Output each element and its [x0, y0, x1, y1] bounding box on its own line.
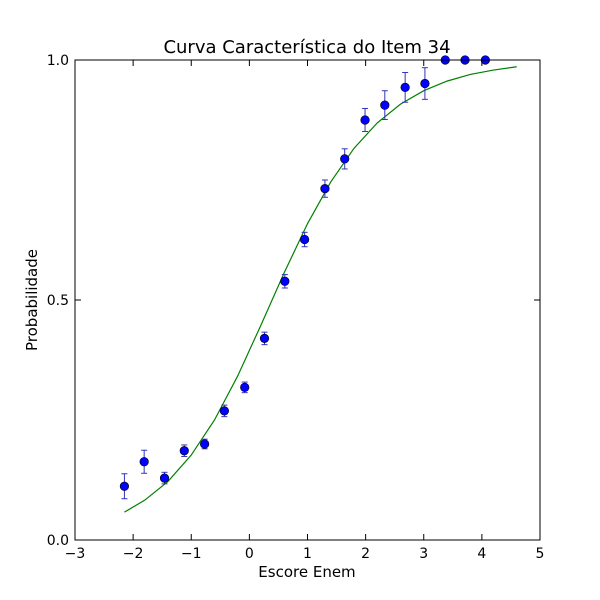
y-axis-label: Probabilidade: [23, 249, 41, 351]
data-point-7: [259, 333, 270, 344]
data-point-5: [219, 406, 229, 416]
x-tick-label-2: −1: [181, 546, 202, 562]
x-tick-label-8: 5: [536, 546, 545, 562]
chart-title: Curva Característica do Item 34: [163, 37, 450, 58]
data-point-6: [240, 382, 250, 392]
x-axis-label: Escore Enem: [258, 563, 355, 581]
y-tick-label-1: 0.5: [47, 293, 69, 309]
x-tick-label-3: 0: [245, 546, 254, 562]
plot-area: [75, 60, 540, 540]
data-point-10: [320, 184, 330, 194]
data-point-8: [280, 276, 290, 286]
data-point-3: [179, 446, 189, 456]
x-tick-label-7: 4: [477, 546, 486, 562]
data-point-15: [420, 78, 430, 89]
y-tick-label-0: 0.0: [47, 533, 69, 549]
data-point-12: [360, 115, 370, 125]
data-point-4: [200, 439, 210, 449]
x-tick-label-6: 3: [419, 546, 428, 562]
x-tick-label-5: 2: [361, 546, 370, 562]
data-point-11: [340, 154, 350, 164]
data-point-14: [400, 82, 410, 92]
data-point-0: [119, 481, 130, 491]
data-point-2: [159, 473, 170, 483]
x-tick-label-0: −3: [65, 546, 86, 562]
data-point-9: [299, 234, 310, 245]
data-point-1: [139, 457, 149, 467]
x-tick-label-1: −2: [123, 546, 144, 562]
axis-ticks: −3 −2 −1 0 1 2 3 4 5 0.0 0.5 1.0: [47, 53, 545, 562]
y-tick-label-2: 1.0: [47, 53, 69, 69]
data-point-13: [380, 100, 390, 110]
fitted-curve: [124, 66, 517, 513]
fitted-curve-layer: [124, 66, 517, 513]
x-tick-label-4: 1: [303, 546, 312, 562]
